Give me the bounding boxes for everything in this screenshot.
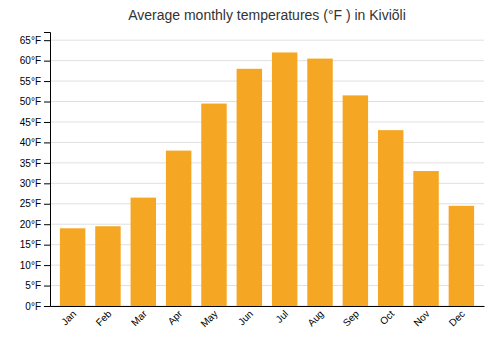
x-tick: Sep [341, 306, 362, 328]
title: Average monthly temperatures (°F ) in Ki… [128, 7, 406, 23]
x-tick-label: Sep [341, 308, 362, 329]
y-tick-mark [44, 142, 50, 143]
y-tick-label: 65°F [20, 35, 41, 46]
chart: 0°F 5°F 10°F 15°F 20°F 25°F 30°F 35°F 40°F 45°F 50… [0, 0, 500, 350]
bar [131, 198, 156, 306]
x-tick-label: Apr [166, 308, 185, 327]
bar [449, 206, 474, 306]
y-tick-mark [44, 265, 50, 266]
grid-line [50, 40, 484, 41]
bar [272, 52, 297, 306]
x-tick-label: Jul [274, 308, 291, 325]
y-tick-mark [44, 306, 50, 307]
y-tick-mark [44, 183, 50, 184]
y-tick: 45°F [20, 117, 50, 128]
y-tick: 25°F [20, 198, 50, 209]
bar [166, 151, 191, 306]
y-tick: 5°F [25, 280, 50, 291]
x-tick-label: Mar [129, 308, 149, 328]
x-tick-label: Jun [236, 308, 255, 327]
grid [50, 40, 484, 306]
grid-line [50, 142, 484, 143]
y-tick-label: 35°F [20, 158, 41, 169]
x-tick: Nov [411, 306, 431, 328]
y-tick-mark [44, 122, 50, 123]
x-tick: Aug [305, 306, 325, 328]
y-tick-mark [44, 245, 50, 246]
y-tick: 50°F [20, 96, 50, 107]
y-tick-mark [44, 286, 50, 287]
grid-line [50, 101, 484, 102]
grid-line [50, 162, 484, 163]
y-tick-label: 0°F [25, 301, 41, 312]
y-tick-label: 40°F [20, 137, 41, 148]
x-tick-label: May [198, 308, 219, 329]
x-tick-label: Jan [59, 308, 78, 327]
y-tick-label: 20°F [20, 219, 41, 230]
y-tick-mark [44, 204, 50, 205]
x-tick: May [198, 306, 219, 329]
y-tick-mark [44, 61, 50, 62]
y-tick: 15°F [20, 239, 50, 250]
y-tick: 0°F [25, 301, 50, 312]
x-tick: Jun [236, 306, 255, 327]
y-tick-label: 10°F [20, 260, 41, 271]
bar [378, 130, 403, 306]
x-tick-label: Aug [305, 308, 325, 328]
y-tick: 65°F [20, 35, 50, 46]
x-tick: Feb [94, 306, 114, 328]
y-axis: 0°F 5°F 10°F 15°F 20°F 25°F 30°F 35°F 40°F 45°F 50… [20, 33, 51, 312]
x-tick: Jul [274, 306, 291, 325]
y-tick-label: 25°F [20, 198, 41, 209]
x-tick-label: Nov [411, 308, 431, 328]
x-tick-label: Feb [94, 308, 114, 328]
bar [307, 59, 332, 306]
y-tick-mark [44, 40, 50, 41]
grid-line [50, 121, 484, 122]
bar [237, 69, 262, 306]
bar [201, 104, 226, 306]
y-tick-label: 15°F [20, 239, 41, 250]
plot: 0°F 5°F 10°F 15°F 20°F 25°F 30°F 35°F 40°F 45°F 50… [20, 33, 485, 330]
x-tick: Jan [59, 306, 78, 327]
x-tick: Dec [447, 306, 467, 328]
bar [343, 95, 368, 306]
y-tick-mark [44, 81, 50, 82]
y-tick: 55°F [20, 76, 50, 87]
x-tick: Mar [129, 306, 149, 328]
y-axis-line [44, 33, 51, 307]
y-tick: 10°F [20, 260, 50, 271]
y-tick-mark [44, 102, 50, 103]
y-tick-label: 5°F [25, 280, 41, 291]
x-tick-label: Dec [447, 308, 467, 328]
y-tick-label: 30°F [20, 178, 41, 189]
bar [413, 171, 438, 306]
y-tick-label: 45°F [20, 117, 41, 128]
y-tick-label: 55°F [20, 76, 41, 87]
grid-line [50, 81, 484, 82]
grid-line [50, 60, 484, 61]
y-tick: 20°F [20, 219, 50, 230]
y-tick: 35°F [20, 158, 50, 169]
x-axis-line [51, 306, 485, 307]
bars [60, 52, 474, 306]
y-tick: 60°F [20, 55, 50, 66]
y-tick: 30°F [20, 178, 50, 189]
y-tick-mark [44, 224, 50, 225]
x-tick: Apr [166, 306, 185, 327]
y-tick-label: 60°F [20, 55, 41, 66]
y-tick: 40°F [20, 137, 50, 148]
x-tick: Oct [378, 306, 397, 327]
x-tick-label: Oct [378, 308, 397, 327]
bar [60, 228, 85, 306]
y-tick-label: 50°F [20, 96, 41, 107]
x-axis: Jan Feb Mar Apr May Jun Jul Aug Sep Oct Nov Dec [51, 306, 485, 329]
bar [95, 226, 120, 306]
y-tick-mark [44, 163, 50, 164]
